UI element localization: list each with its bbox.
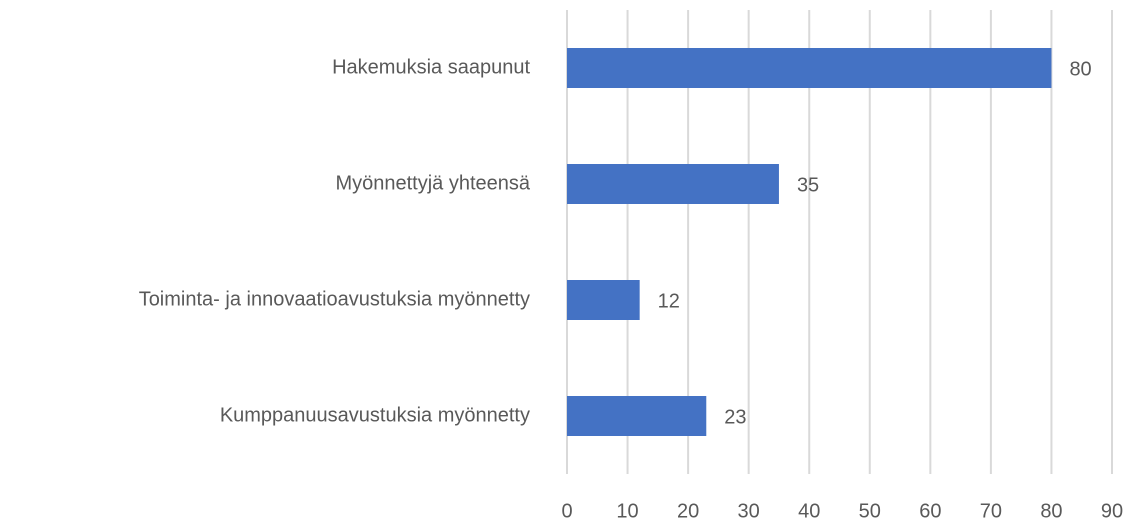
y-tick-label: Kumppanuusavustuksia myönnetty xyxy=(220,404,530,426)
data-label: 35 xyxy=(797,174,819,196)
x-tick-label: 20 xyxy=(677,500,699,522)
x-tick-label: 50 xyxy=(859,500,881,522)
bar xyxy=(567,280,640,320)
x-tick-label: 80 xyxy=(1040,500,1062,522)
data-label: 80 xyxy=(1069,58,1091,80)
x-tick-label: 60 xyxy=(919,500,941,522)
x-tick-label: 10 xyxy=(616,500,638,522)
x-tick-label: 40 xyxy=(798,500,820,522)
x-tick-label: 90 xyxy=(1101,500,1123,522)
x-tick-label: 0 xyxy=(561,500,572,522)
x-tick-label: 70 xyxy=(980,500,1002,522)
y-tick-label: Myönnettyjä yhteensä xyxy=(335,172,530,194)
bar xyxy=(567,396,707,436)
data-label: 12 xyxy=(658,290,680,312)
y-tick-label: Toiminta- ja innovaatioavustuksia myönne… xyxy=(139,288,530,310)
bar xyxy=(567,164,779,204)
y-tick-label: Hakemuksia saapunut xyxy=(332,56,530,78)
bar xyxy=(567,48,1052,88)
data-label: 23 xyxy=(724,406,746,428)
x-tick-label: 30 xyxy=(738,500,760,522)
